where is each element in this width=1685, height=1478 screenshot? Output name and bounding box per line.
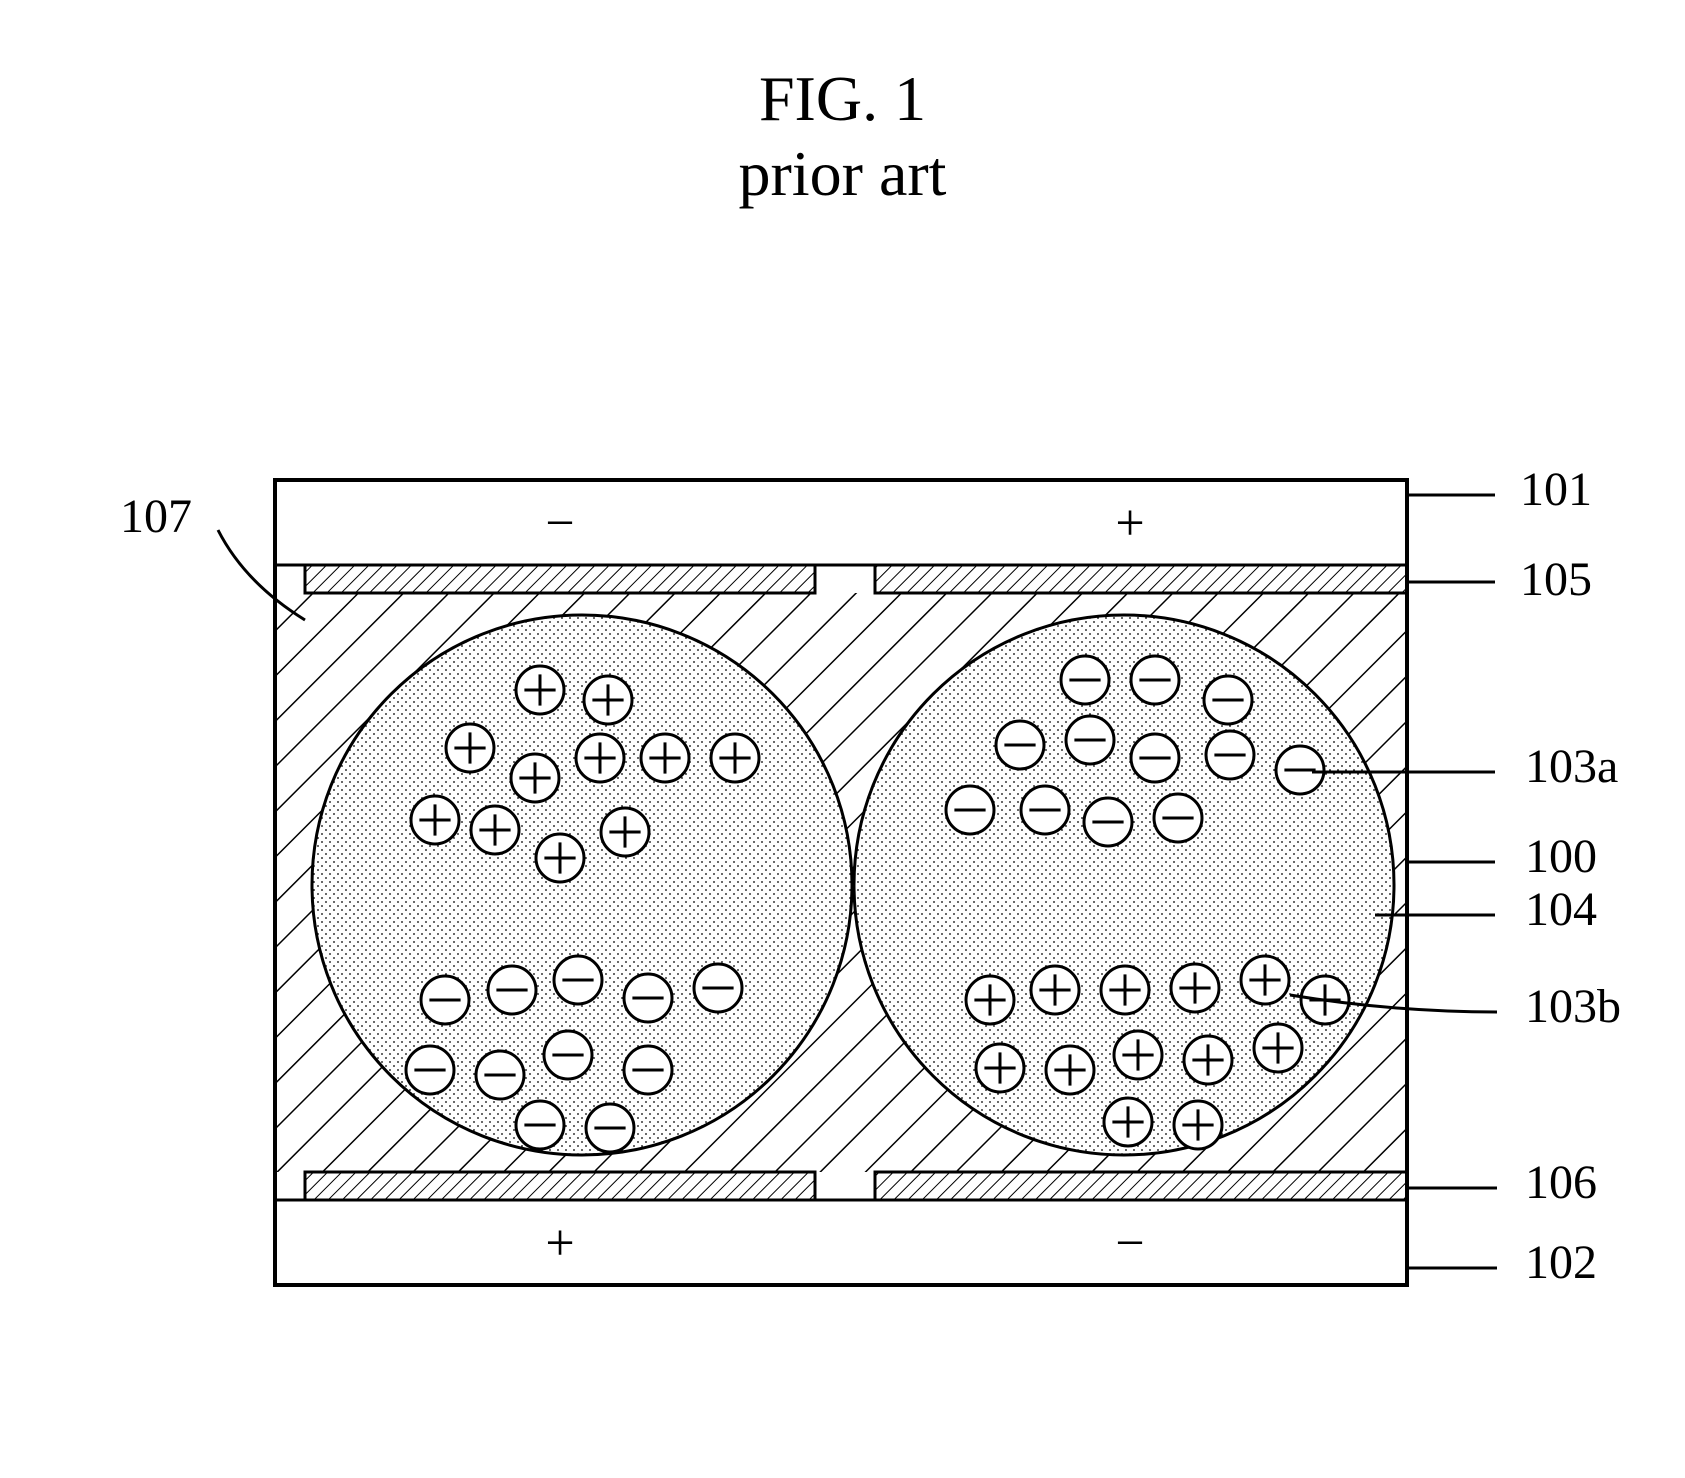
label-106: 106 (1525, 1156, 1597, 1209)
particle-plus-103b (1171, 964, 1219, 1012)
particle-minus-103a (488, 966, 536, 1014)
figure-title-line2: prior art (739, 138, 947, 209)
particle-plus-103b (584, 676, 632, 724)
electrode-bottom-left-106 (305, 1172, 815, 1200)
label-105: 105 (1520, 553, 1592, 606)
polarity-bottom-right: − (1115, 1215, 1144, 1272)
particle-minus-103a (554, 956, 602, 1004)
label-103a: 103a (1525, 740, 1618, 793)
particle-plus-103b (641, 734, 689, 782)
particle-plus-103b (1101, 966, 1149, 1014)
label-102: 102 (1525, 1236, 1597, 1289)
particle-minus-103a (516, 1101, 564, 1149)
particle-plus-103b (601, 808, 649, 856)
particle-plus-103b (1031, 966, 1079, 1014)
particle-plus-103b (1241, 956, 1289, 1004)
particle-minus-103a (1276, 746, 1324, 794)
label-101: 101 (1520, 463, 1592, 516)
particle-plus-103b (976, 1044, 1024, 1092)
particle-plus-103b (516, 666, 564, 714)
particle-plus-103b (411, 796, 459, 844)
particle-minus-103a (1131, 734, 1179, 782)
particle-minus-103a (946, 786, 994, 834)
figure-title-line1: FIG. 1 (759, 63, 926, 134)
particle-plus-103b (1104, 1098, 1152, 1146)
particle-plus-103b (511, 754, 559, 802)
electrode-top-right-105 (875, 565, 1407, 593)
particle-minus-103a (1204, 676, 1252, 724)
particle-plus-103b (446, 724, 494, 772)
particle-plus-103b (471, 806, 519, 854)
label-104: 104 (1525, 883, 1597, 936)
particle-minus-103a (421, 976, 469, 1024)
polarity-top-right: + (1115, 495, 1144, 552)
particle-minus-103a (624, 1046, 672, 1094)
figure-svg: FIG. 1prior art − + + − 107 101 105 103a 100104 10… (0, 0, 1685, 1478)
particle-minus-103a (544, 1031, 592, 1079)
particle-minus-103a (586, 1104, 634, 1152)
particle-plus-103b (1184, 1036, 1232, 1084)
particle-minus-103a (1206, 731, 1254, 779)
label-100: 100 (1525, 830, 1597, 883)
polarity-top-left: − (545, 495, 574, 552)
particle-minus-103a (1066, 716, 1114, 764)
particle-plus-103b (576, 734, 624, 782)
polarity-bottom-left: + (545, 1215, 574, 1272)
particle-plus-103b (966, 976, 1014, 1024)
particle-plus-103b (1046, 1046, 1094, 1094)
particle-minus-103a (1021, 786, 1069, 834)
particle-minus-103a (694, 964, 742, 1012)
particle-plus-103b (711, 734, 759, 782)
electrode-bottom-right-106 (875, 1172, 1407, 1200)
particle-minus-103a (1061, 656, 1109, 704)
particle-minus-103a (476, 1051, 524, 1099)
label-107: 107 (120, 490, 192, 543)
label-103b: 103b (1525, 980, 1621, 1033)
particle-minus-103a (1154, 794, 1202, 842)
particle-plus-103b (1114, 1031, 1162, 1079)
electrode-top-left-105 (305, 565, 815, 593)
particle-minus-103a (406, 1046, 454, 1094)
particle-plus-103b (1174, 1101, 1222, 1149)
particle-minus-103a (624, 974, 672, 1022)
particle-plus-103b (1254, 1024, 1302, 1072)
particle-minus-103a (996, 721, 1044, 769)
particle-minus-103a (1131, 656, 1179, 704)
particle-plus-103b (536, 834, 584, 882)
particle-minus-103a (1084, 798, 1132, 846)
